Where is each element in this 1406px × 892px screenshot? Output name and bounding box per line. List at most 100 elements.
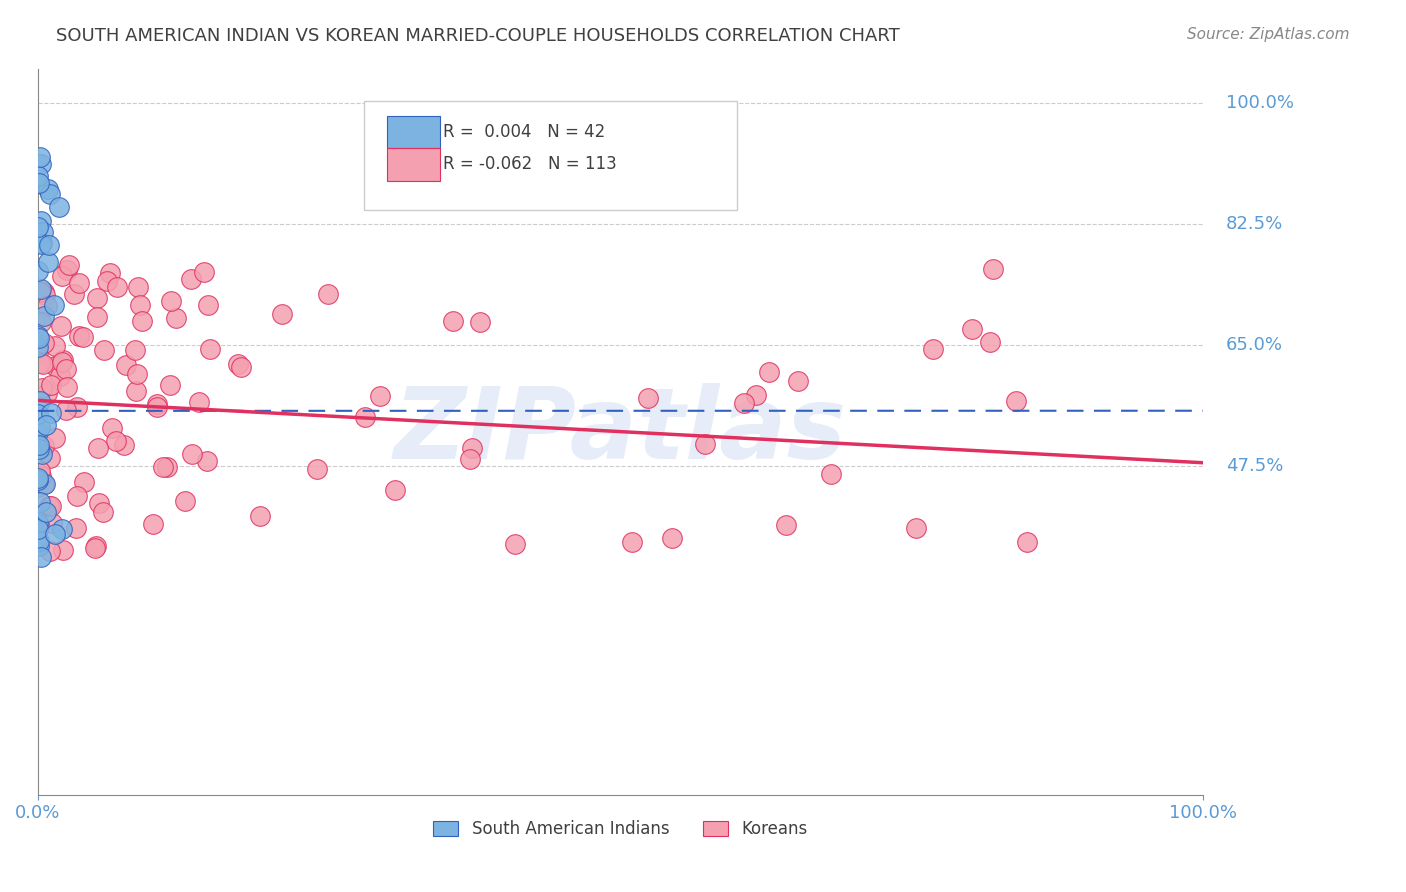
Point — [620, 535, 643, 549]
Point — [249, 508, 271, 523]
Point — [55, 263, 77, 277]
Point — [91, 505, 114, 519]
Point — [131, 314, 153, 328]
Point — [27, 522, 49, 536]
Point — [27, 516, 49, 531]
Point — [159, 377, 181, 392]
Point — [38, 237, 60, 252]
Point — [146, 400, 169, 414]
Point — [44, 526, 66, 541]
Point — [39, 406, 62, 420]
Point — [31, 236, 53, 251]
Point — [229, 360, 252, 375]
Point — [27, 177, 49, 191]
Text: R = -0.062   N = 113: R = -0.062 N = 113 — [443, 155, 617, 173]
Point — [921, 342, 943, 356]
Point — [51, 522, 73, 536]
Point — [441, 314, 464, 328]
Point — [62, 286, 84, 301]
Point — [34, 335, 56, 350]
Point — [125, 384, 148, 398]
Legend: South American Indians, Koreans: South American Indians, Koreans — [426, 814, 814, 845]
Point — [52, 352, 75, 367]
Point — [44, 339, 66, 353]
Point — [979, 334, 1001, 349]
Point — [31, 380, 53, 394]
Point — [30, 214, 52, 228]
Point — [72, 330, 94, 344]
Point — [195, 453, 218, 467]
Point — [28, 442, 51, 456]
Point — [67, 328, 90, 343]
Point — [66, 400, 89, 414]
FancyBboxPatch shape — [387, 116, 440, 148]
Point — [775, 518, 797, 533]
Point — [145, 397, 167, 411]
Point — [187, 395, 209, 409]
Point — [89, 496, 111, 510]
Point — [28, 518, 51, 533]
Point — [55, 380, 77, 394]
Point — [27, 340, 49, 354]
Point — [197, 298, 219, 312]
Point — [52, 543, 75, 558]
Point — [39, 499, 62, 513]
Point — [28, 285, 51, 299]
Point — [30, 282, 52, 296]
Point — [32, 285, 55, 299]
Point — [142, 517, 165, 532]
Point — [368, 389, 391, 403]
Point — [461, 441, 484, 455]
Point — [93, 343, 115, 358]
FancyBboxPatch shape — [387, 148, 440, 181]
Point — [27, 473, 49, 487]
Point — [48, 369, 70, 384]
Point — [173, 494, 195, 508]
Point — [48, 200, 70, 214]
Point — [66, 489, 89, 503]
Point — [51, 354, 73, 368]
Text: 82.5%: 82.5% — [1226, 215, 1284, 233]
Point — [27, 407, 49, 421]
Point — [271, 307, 294, 321]
Point — [165, 310, 187, 325]
Point — [67, 276, 90, 290]
Point — [83, 541, 105, 556]
Point — [152, 460, 174, 475]
Point — [84, 539, 107, 553]
Point — [39, 378, 62, 392]
Point — [160, 293, 183, 308]
Point — [1005, 393, 1028, 408]
Point — [105, 280, 128, 294]
Point — [86, 441, 108, 455]
Point — [51, 268, 73, 283]
Point — [787, 374, 810, 388]
Point — [181, 447, 204, 461]
Point — [316, 287, 339, 301]
Point — [27, 344, 49, 359]
Point — [28, 534, 51, 549]
Point — [34, 477, 56, 491]
Point — [384, 483, 406, 497]
Point — [27, 329, 49, 343]
Text: 100.0%: 100.0% — [1226, 94, 1294, 112]
Point — [27, 169, 49, 184]
Point — [31, 447, 53, 461]
Point — [27, 264, 49, 278]
Point — [503, 537, 526, 551]
Point — [37, 386, 59, 401]
Point — [180, 272, 202, 286]
Point — [114, 358, 136, 372]
Point — [35, 299, 58, 313]
Point — [32, 439, 55, 453]
Point — [101, 421, 124, 435]
Point — [128, 298, 150, 312]
Point — [960, 322, 983, 336]
Point — [30, 468, 52, 483]
Point — [1017, 534, 1039, 549]
Point — [41, 516, 63, 531]
Point — [44, 359, 66, 373]
Point — [458, 451, 481, 466]
Point — [86, 310, 108, 325]
Point — [38, 544, 60, 558]
